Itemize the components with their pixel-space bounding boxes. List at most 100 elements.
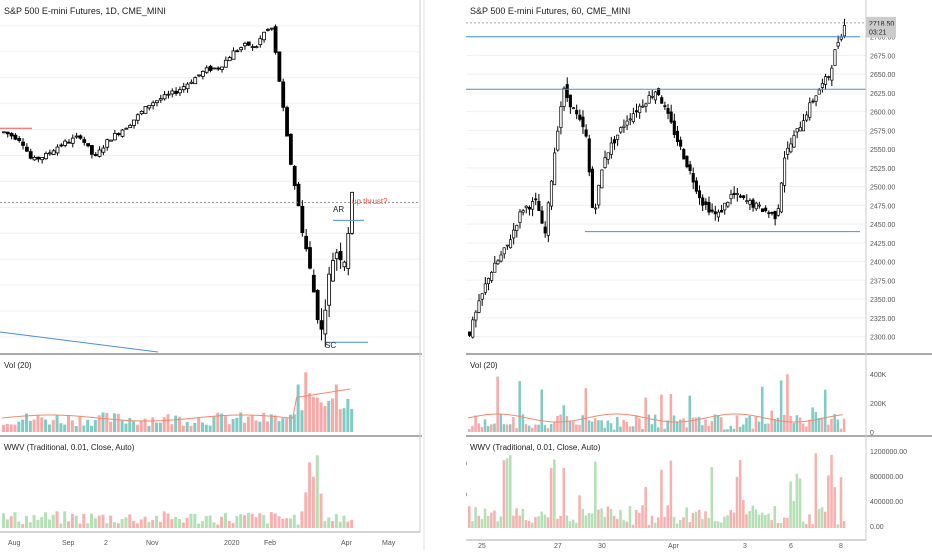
left-wwv-bar bbox=[216, 524, 220, 528]
left-chart[interactable]: S&P 500 E-mini Futures, 1D, CME_MINI 340… bbox=[0, 0, 467, 550]
right-volume-bar bbox=[751, 428, 755, 432]
right-volume-bar bbox=[578, 424, 581, 432]
right-volume-bar bbox=[814, 411, 818, 432]
right-volume-bar bbox=[527, 425, 531, 432]
right-candle-body bbox=[742, 195, 746, 198]
left-candle-body bbox=[227, 57, 232, 62]
left-wwv-bar bbox=[44, 512, 48, 528]
right-wwv-bar bbox=[594, 461, 597, 528]
right-volume-bar bbox=[682, 418, 685, 432]
left-volume-bar bbox=[193, 422, 197, 432]
left-candle-body bbox=[155, 100, 159, 104]
right-wwv-bar bbox=[549, 468, 553, 528]
left-candle-body bbox=[128, 124, 133, 129]
left-volume-bar bbox=[158, 422, 162, 432]
right-volume-tick: 0 bbox=[870, 430, 874, 437]
left-volume-bar bbox=[197, 417, 201, 432]
right-wwv-bar bbox=[584, 515, 588, 528]
left-wwv-bar bbox=[277, 516, 281, 528]
right-wwv-bar bbox=[751, 505, 755, 528]
left-candle-body bbox=[40, 157, 45, 161]
right-wwv-bar bbox=[707, 517, 710, 528]
right-time-tick: 25 bbox=[478, 543, 486, 550]
left-candle-body bbox=[70, 137, 75, 144]
left-volume-bars bbox=[1, 372, 354, 432]
right-wwv-bar bbox=[565, 515, 569, 528]
right-wwv-bar bbox=[644, 486, 647, 528]
right-candle-body bbox=[820, 83, 824, 88]
left-candle-body bbox=[78, 135, 83, 139]
right-wwv-bar bbox=[546, 517, 550, 528]
right-price-tick: 2400.00 bbox=[870, 260, 895, 267]
right-volume-bar bbox=[697, 416, 701, 432]
left-wwv-bar bbox=[13, 512, 17, 528]
left-time-axis[interactable]: Aug Sep 2 Nov 2020 Feb Apr May bbox=[8, 540, 396, 547]
right-candle-body bbox=[833, 49, 837, 66]
annotation-up-thrust: up thrust? bbox=[352, 197, 388, 206]
left-candle-body bbox=[5, 131, 10, 135]
left-candle-body bbox=[178, 89, 182, 94]
right-wwv-bar bbox=[669, 460, 673, 528]
right-wwv-bar bbox=[628, 506, 632, 528]
right-wwv-bar bbox=[622, 520, 625, 528]
left-volume-bar bbox=[327, 400, 331, 432]
left-candle-body bbox=[9, 132, 14, 137]
right-volume-bar bbox=[534, 424, 537, 432]
right-volume-bar bbox=[742, 424, 745, 432]
left-wwv-bar bbox=[308, 462, 312, 528]
right-volume-bar bbox=[518, 381, 521, 432]
left-chart-title: S&P 500 E-mini Futures, 1D, CME_MINI bbox=[4, 6, 166, 16]
right-chart[interactable]: S&P 500 E-mini Futures, 60, CME_MINI 270… bbox=[466, 0, 932, 550]
right-time-tick: 27 bbox=[554, 543, 562, 550]
right-wwv-bars bbox=[468, 453, 846, 528]
left-volume-bar bbox=[124, 423, 128, 432]
left-volume-bar bbox=[21, 419, 25, 432]
left-candle-body bbox=[158, 98, 163, 101]
right-volume-bar bbox=[720, 417, 723, 432]
left-volume-bar bbox=[135, 424, 139, 432]
right-volume-bar bbox=[493, 423, 496, 432]
right-volume-bar bbox=[842, 418, 846, 432]
right-wwv-bar bbox=[537, 516, 540, 528]
right-price-tick: 2575.00 bbox=[870, 128, 895, 135]
annotation-sc: SC bbox=[325, 341, 336, 350]
right-wwv-bar bbox=[490, 512, 493, 528]
right-volume-bars bbox=[467, 374, 846, 432]
left-chart-background bbox=[0, 0, 422, 550]
right-volume-bar bbox=[600, 420, 603, 432]
right-candle-body bbox=[486, 278, 491, 285]
right-time-axis[interactable]: 25 27 30 Apr 3 6 8 bbox=[478, 543, 843, 550]
right-price-tick: 2675.00 bbox=[870, 53, 895, 60]
right-price-axis[interactable]: 2700.00 2675.00 2650.00 2625.00 2600.00 2575.… bbox=[866, 16, 896, 342]
right-candle-body bbox=[468, 331, 472, 336]
left-wwv-bar bbox=[116, 523, 120, 528]
right-price-tick: 2425.00 bbox=[870, 241, 895, 248]
right-time-tick: 3 bbox=[743, 543, 747, 550]
right-wwv-bar bbox=[663, 517, 666, 528]
left-candle-body bbox=[36, 156, 41, 160]
right-volume-bar bbox=[710, 421, 714, 432]
right-candle-body bbox=[515, 225, 519, 231]
right-volume-bar bbox=[571, 421, 575, 432]
left-volume-bar bbox=[13, 424, 17, 432]
left-candle-body bbox=[105, 139, 110, 148]
left-volume-bar bbox=[334, 384, 338, 432]
left-wwv-bar bbox=[170, 519, 174, 528]
left-volume-bar bbox=[101, 412, 105, 432]
right-wwv-bar bbox=[660, 469, 663, 528]
right-wwv-bar bbox=[581, 508, 584, 528]
left-candle-body bbox=[90, 145, 94, 155]
right-volume-bar bbox=[716, 415, 720, 432]
right-volume-bar bbox=[666, 420, 669, 432]
right-volume-bar bbox=[836, 419, 840, 432]
left-time-tick: Aug bbox=[8, 540, 21, 547]
right-candle-body bbox=[562, 87, 566, 107]
left-candle-body bbox=[231, 50, 236, 60]
left-time-tick: May bbox=[382, 540, 396, 547]
left-wwv-bar bbox=[86, 523, 90, 528]
right-wwv-bar bbox=[830, 454, 833, 528]
left-wwv-bar bbox=[200, 521, 204, 528]
left-candle-body bbox=[181, 86, 186, 91]
right-volume-bar bbox=[776, 417, 780, 432]
right-wwv-bar bbox=[770, 520, 773, 528]
